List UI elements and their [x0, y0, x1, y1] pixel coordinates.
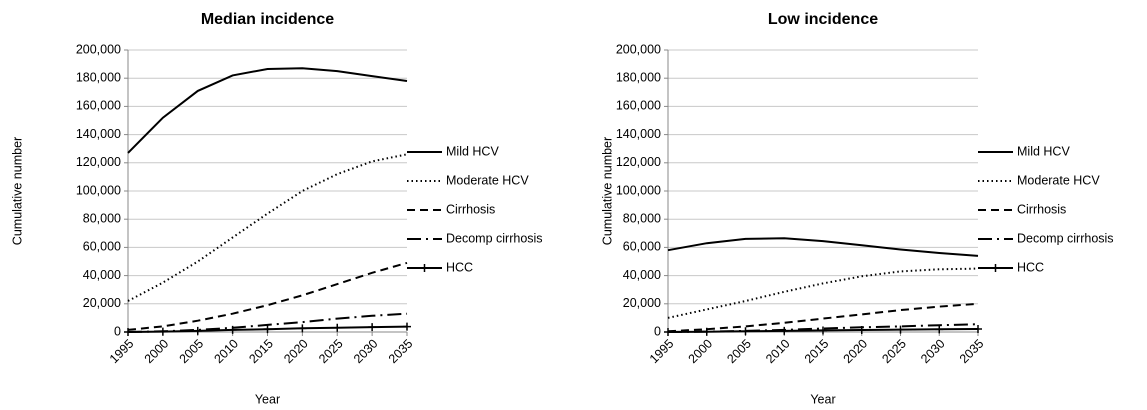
y-tick-label: 60,000 — [83, 240, 121, 254]
x-tick-label: 2005 — [724, 337, 754, 367]
x-tick-label: 2035 — [957, 337, 987, 367]
chart-title: Low incidence — [768, 11, 878, 28]
x-tick-label: 2025 — [879, 337, 909, 367]
x-tick-label: 2005 — [177, 337, 207, 367]
point-marker — [193, 326, 202, 335]
y-tick-label: 120,000 — [76, 155, 121, 169]
y-tick-label: 160,000 — [616, 99, 661, 113]
legend-label: HCC — [1017, 260, 1044, 274]
x-tick-label: 1995 — [647, 337, 677, 367]
y-tick-label: 20,000 — [623, 296, 661, 310]
x-tick-label: 2035 — [386, 337, 416, 367]
x-axis-label: Year — [810, 392, 835, 406]
point-marker — [974, 325, 982, 334]
legend-marker — [991, 264, 1000, 272]
point-marker — [741, 327, 750, 336]
y-tick-label: 160,000 — [76, 99, 121, 113]
point-marker — [780, 326, 789, 335]
series-line — [127, 153, 408, 302]
legend-label: HCC — [446, 260, 473, 274]
y-axis-label: Cumulative number — [600, 137, 614, 245]
legend-label: Moderate HCV — [446, 173, 529, 187]
legend-marker — [420, 264, 429, 272]
x-tick-label: 2015 — [802, 337, 832, 367]
y-tick-label: 60,000 — [623, 240, 661, 254]
point-marker — [263, 325, 272, 334]
x-tick-label: 2000 — [686, 337, 716, 367]
y-tick-label: 180,000 — [616, 70, 661, 84]
y-tick-label: 80,000 — [623, 211, 661, 225]
y-tick-label: 100,000 — [76, 183, 121, 197]
x-tick-label: 2020 — [281, 337, 311, 367]
point-marker — [896, 325, 905, 334]
y-tick-label: 100,000 — [616, 183, 661, 197]
legend-label: Cirrhosis — [1017, 202, 1066, 216]
point-marker — [368, 323, 377, 332]
y-tick-label: 40,000 — [623, 268, 661, 282]
legend-label: Mild HCV — [1017, 144, 1070, 158]
y-tick-label: 120,000 — [616, 155, 661, 169]
point-marker — [819, 326, 827, 335]
x-tick-label: 2000 — [142, 337, 172, 367]
y-tick-label: 40,000 — [83, 268, 121, 282]
legend-label: Decomp cirrhosis — [446, 231, 543, 245]
x-tick-label: 2025 — [316, 337, 346, 367]
point-marker — [333, 323, 342, 332]
series-line — [127, 261, 408, 331]
y-tick-label: 140,000 — [616, 127, 661, 141]
point-marker — [935, 325, 944, 334]
x-tick-label: 2030 — [351, 337, 381, 367]
x-tick-label: 2010 — [763, 337, 793, 367]
series-line — [127, 67, 408, 154]
series-line — [667, 237, 979, 257]
y-tick-label: 0 — [114, 324, 121, 338]
point-marker — [403, 322, 411, 331]
x-tick-label: 2030 — [918, 337, 948, 367]
y-tick-label: 200,000 — [76, 42, 121, 56]
y-tick-label: 180,000 — [76, 70, 121, 84]
legend-label: Cirrhosis — [446, 202, 495, 216]
point-marker — [158, 327, 167, 336]
legend-label: Mild HCV — [446, 144, 499, 158]
y-tick-label: 200,000 — [616, 42, 661, 56]
point-marker — [857, 326, 866, 335]
legend-label: Moderate HCV — [1017, 173, 1100, 187]
x-tick-label: 2010 — [212, 337, 242, 367]
x-tick-label: 1995 — [107, 337, 137, 367]
point-marker — [228, 325, 237, 334]
point-marker — [702, 327, 711, 336]
y-tick-label: 140,000 — [76, 127, 121, 141]
x-tick-label: 2015 — [246, 337, 276, 367]
legend-label: Decomp cirrhosis — [1017, 231, 1114, 245]
point-marker — [124, 328, 132, 336]
chart-title: Median incidence — [201, 11, 334, 28]
y-tick-label: 80,000 — [83, 211, 121, 225]
y-tick-label: 20,000 — [83, 296, 121, 310]
series-line — [667, 267, 979, 319]
y-axis-label: Cumulative number — [10, 137, 24, 245]
point-marker — [664, 328, 672, 336]
x-tick-label: 2020 — [841, 337, 871, 367]
y-tick-label: 0 — [654, 324, 661, 338]
x-axis-label: Year — [255, 392, 280, 406]
point-marker — [298, 324, 307, 333]
